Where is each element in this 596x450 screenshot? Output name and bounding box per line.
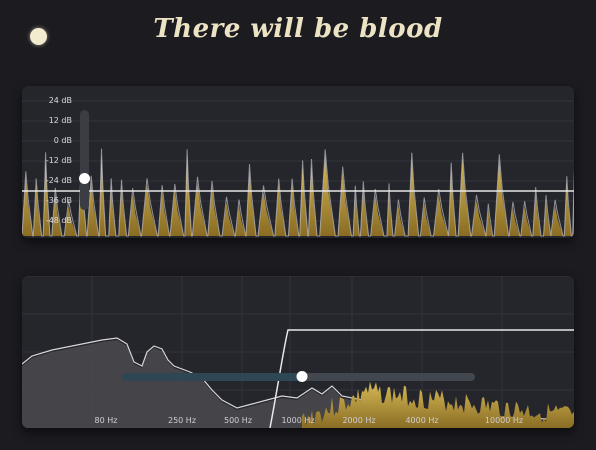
- power-toggle[interactable]: [30, 28, 47, 45]
- db-label: 12 dB: [48, 116, 72, 125]
- freq-label: 2000 Hz: [342, 416, 376, 425]
- level-meter-graph: [22, 100, 574, 237]
- db-label: -24 dB: [45, 176, 72, 185]
- level-meter-panel: 24 dB 12 dB 0 dB -12 dB -24 dB -36 dB -48 dB: [22, 86, 574, 238]
- freq-label: 500 Hz: [223, 416, 253, 425]
- spectrum-panel: 80 Hz 250 Hz 500 Hz 1000 Hz 2000 Hz 4000 Hz 10…: [22, 276, 574, 428]
- output-spectrum-fill: [302, 381, 574, 428]
- freq-label: 1000 Hz: [281, 416, 315, 425]
- gain-slider-knob[interactable]: [79, 172, 90, 184]
- db-label: -12 dB: [45, 156, 72, 165]
- gain-slider[interactable]: [79, 110, 90, 210]
- freq-label: 10000 Hz: [484, 416, 524, 425]
- db-label: -36 dB: [45, 196, 72, 205]
- crossover-slider-knob[interactable]: [296, 371, 308, 382]
- spectrum-graph: [22, 276, 574, 428]
- crossover-slider-fill: [122, 373, 303, 381]
- db-label: 0 dB: [53, 136, 72, 145]
- db-label: -48 dB: [45, 216, 72, 225]
- freq-label: 250 Hz: [167, 416, 197, 425]
- input-spectrum-fill: [22, 340, 574, 428]
- level-waveform-outline: [22, 148, 574, 237]
- crossover-slider[interactable]: [122, 371, 475, 382]
- page-title: There will be blood: [153, 14, 443, 44]
- freq-label: 80 Hz: [94, 416, 118, 425]
- db-label: 24 dB: [48, 96, 72, 105]
- filter-curve: [269, 329, 574, 428]
- freq-label: 4000 Hz: [405, 416, 439, 425]
